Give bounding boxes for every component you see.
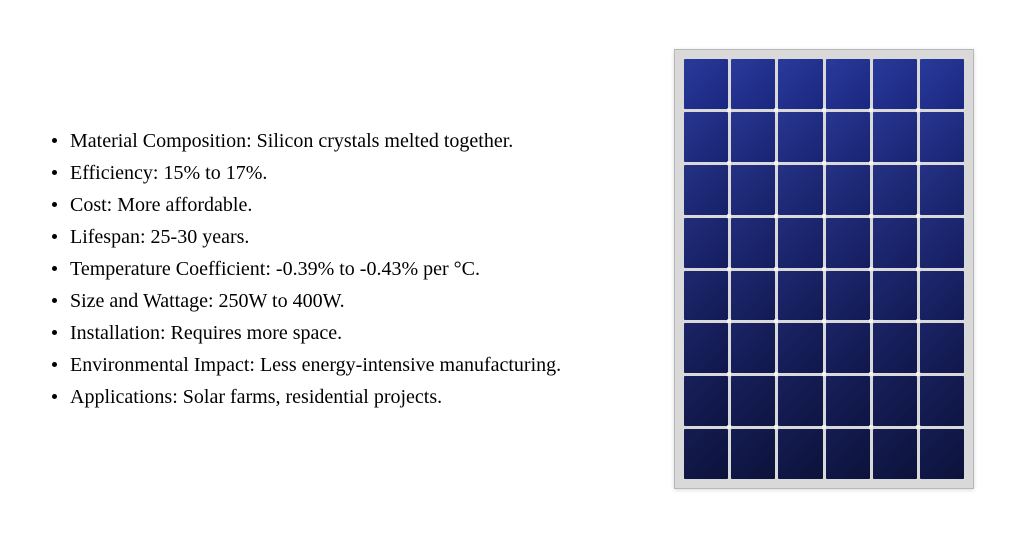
solar-cell bbox=[920, 165, 964, 215]
solar-cell bbox=[920, 323, 964, 373]
spec-item: Lifespan: 25-30 years. bbox=[48, 221, 644, 253]
spec-item: Installation: Requires more space. bbox=[48, 317, 644, 349]
solar-cell bbox=[684, 218, 728, 268]
solar-cell bbox=[684, 271, 728, 321]
spec-item: Efficiency: 15% to 17%. bbox=[48, 157, 644, 189]
solar-cell bbox=[684, 429, 728, 479]
solar-cell bbox=[873, 323, 917, 373]
solar-cell bbox=[731, 112, 775, 162]
solar-cell bbox=[778, 218, 822, 268]
panel-column bbox=[664, 49, 984, 489]
solar-cell bbox=[778, 376, 822, 426]
solar-cell bbox=[920, 112, 964, 162]
solar-cell bbox=[826, 323, 870, 373]
solar-cell bbox=[731, 429, 775, 479]
solar-cell bbox=[778, 271, 822, 321]
solar-cell bbox=[778, 112, 822, 162]
solar-cell bbox=[826, 112, 870, 162]
solar-cell bbox=[826, 429, 870, 479]
solar-cell bbox=[778, 165, 822, 215]
solar-cell bbox=[826, 218, 870, 268]
solar-cell bbox=[731, 271, 775, 321]
spec-list: Material Composition: Silicon crystals m… bbox=[48, 125, 644, 413]
solar-cell bbox=[826, 165, 870, 215]
solar-cell bbox=[826, 59, 870, 109]
solar-cell bbox=[684, 59, 728, 109]
solar-cell bbox=[873, 271, 917, 321]
solar-cell bbox=[731, 376, 775, 426]
spec-item: Material Composition: Silicon crystals m… bbox=[48, 125, 644, 157]
solar-cell bbox=[684, 376, 728, 426]
solar-cell bbox=[778, 59, 822, 109]
solar-cell bbox=[873, 59, 917, 109]
solar-cell bbox=[873, 429, 917, 479]
spec-item: Cost: More affordable. bbox=[48, 189, 644, 221]
solar-cell bbox=[731, 165, 775, 215]
solar-cell bbox=[920, 376, 964, 426]
solar-cell bbox=[826, 271, 870, 321]
spec-item: Environmental Impact: Less energy-intens… bbox=[48, 349, 644, 381]
solar-cell bbox=[920, 271, 964, 321]
solar-cell bbox=[731, 323, 775, 373]
solar-cell bbox=[731, 59, 775, 109]
spec-item: Applications: Solar farms, residential p… bbox=[48, 381, 644, 413]
solar-cell bbox=[684, 165, 728, 215]
content-wrap: Material Composition: Silicon crystals m… bbox=[0, 49, 1024, 489]
solar-cell bbox=[684, 112, 728, 162]
solar-cell bbox=[920, 218, 964, 268]
spec-text-column: Material Composition: Silicon crystals m… bbox=[48, 125, 664, 413]
spec-item: Size and Wattage: 250W to 400W. bbox=[48, 285, 644, 317]
solar-cell bbox=[873, 112, 917, 162]
solar-cell bbox=[920, 59, 964, 109]
solar-cell bbox=[731, 218, 775, 268]
solar-cell bbox=[873, 376, 917, 426]
solar-cell bbox=[873, 165, 917, 215]
solar-cell bbox=[920, 429, 964, 479]
solar-cell bbox=[778, 323, 822, 373]
solar-cell bbox=[778, 429, 822, 479]
solar-panel-icon bbox=[674, 49, 974, 489]
solar-cell bbox=[873, 218, 917, 268]
solar-cell bbox=[684, 323, 728, 373]
solar-cell bbox=[826, 376, 870, 426]
spec-item: Temperature Coefficient: -0.39% to -0.43… bbox=[48, 253, 644, 285]
